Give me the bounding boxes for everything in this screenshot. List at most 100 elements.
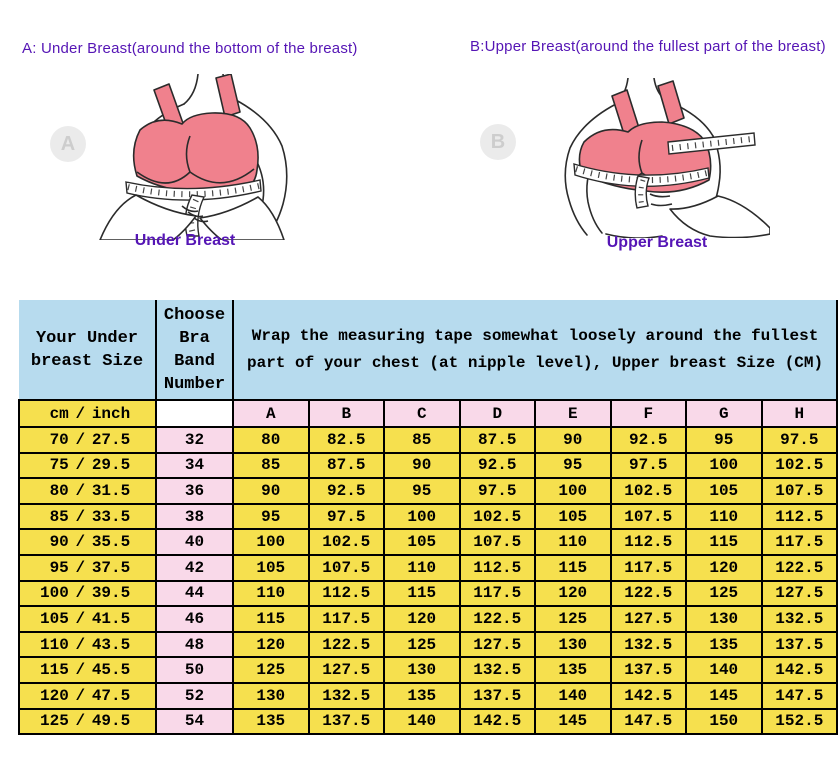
upper-breast-size-cell: 110	[383, 553, 461, 582]
upper-breast-size-cell: 115	[685, 528, 763, 556]
upper-breast-size-cell: 147.5	[609, 707, 687, 736]
upper-breast-size-cell: 145	[534, 707, 612, 736]
cup-column-header: B	[307, 399, 385, 428]
upper-breast-size-cell: 152.5	[760, 707, 838, 736]
upper-breast-size-cell: 125	[383, 630, 461, 659]
upper-breast-caption: Upper Breast	[606, 234, 708, 251]
upper-breast-size-cell: 102.5	[609, 477, 687, 505]
cup-column-header: D	[458, 399, 536, 428]
upper-breast-size-cell: 100	[232, 528, 310, 556]
upper-breast-size-cell: 137.5	[307, 707, 385, 736]
upper-breast-size-cell: 142.5	[458, 707, 536, 736]
upper-breast-size-cell: 127.5	[760, 579, 838, 608]
size-cm-value: 85	[49, 507, 69, 526]
table-row: 100 / 39.5 44 110 112.5 115 117.5 120 122.5 125 127…	[18, 579, 838, 608]
cup-column-header: G	[685, 399, 763, 428]
size-inch-value: 35.5	[91, 533, 131, 552]
size-cm-value: 120	[39, 686, 69, 705]
size-cm-value: 95	[49, 558, 69, 577]
upper-breast-size-cell: 117.5	[307, 605, 385, 633]
table-row: 105 / 41.5 46 115 117.5 120 122.5 125 127.5 130 132…	[18, 605, 838, 633]
size-separator: /	[75, 609, 86, 628]
band-number-cell: 48	[155, 630, 234, 659]
size-inch-value: 45.5	[91, 661, 131, 680]
upper-breast-size-cell: 142.5	[609, 681, 687, 710]
header-row: Your Under breast Size Choose Bra Band N…	[19, 300, 838, 401]
size-cm-value: 100	[39, 584, 69, 603]
size-separator: /	[75, 481, 86, 500]
upper-breast-size-cell: 90	[534, 426, 612, 454]
upper-breast-size-cell: 150	[685, 707, 763, 736]
size-separator: /	[75, 507, 86, 526]
upper-breast-size-cell: 132.5	[307, 681, 385, 710]
upper-breast-size-cell: 110	[232, 579, 310, 608]
size-inch-value: 49.5	[91, 712, 131, 731]
upper-breast-size-cell: 117.5	[760, 528, 838, 556]
underbreast-size-cell: 125 / 49.5	[18, 707, 157, 736]
upper-breast-size-cell: 102.5	[458, 502, 536, 531]
under-breast-illustration	[99, 74, 288, 240]
band-blank-cell	[155, 399, 234, 428]
upper-breast-size-cell: 97.5	[609, 451, 687, 480]
upper-breast-size-cell: 107.5	[609, 502, 687, 531]
upper-breast-size-cell: 125	[534, 605, 612, 633]
upper-breast-size-cell: 112.5	[307, 579, 385, 608]
upper-breast-size-cell: 87.5	[307, 451, 385, 480]
upper-breast-size-cell: 112.5	[760, 502, 838, 531]
unit-header-cell: cm / inch	[18, 399, 157, 428]
upper-breast-size-cell: 137.5	[760, 630, 838, 659]
underbreast-size-cell: 100 / 39.5	[18, 579, 157, 608]
upper-breast-size-cell: 95	[685, 426, 763, 454]
size-separator: /	[75, 686, 86, 705]
upper-breast-size-cell: 135	[232, 707, 310, 736]
upper-breast-size-cell: 117.5	[609, 553, 687, 582]
upper-breast-size-cell: 132.5	[458, 656, 536, 684]
size-inch-value: 37.5	[91, 558, 131, 577]
size-inch-value: 31.5	[91, 481, 131, 500]
size-chart-table: Your Under breast Size Choose Bra Band N…	[18, 300, 838, 736]
table-row: 75 / 29.5 34 85 87.5 90 92.5 95 97.5 100 102.5	[18, 451, 838, 480]
measuring-tape	[573, 132, 756, 209]
upper-breast-size-cell: 95	[383, 477, 461, 505]
size-inch-value: 29.5	[91, 456, 131, 475]
upper-breast-size-cell: 147.5	[760, 681, 838, 710]
upper-breast-size-cell: 130	[534, 630, 612, 659]
watermark-b-badge: B	[480, 124, 516, 160]
upper-breast-size-cell: 107.5	[458, 528, 536, 556]
table-row: 70 / 27.5 32 80 82.5 85 87.5 90 92.5 95 97.5	[18, 426, 838, 454]
underbreast-size-cell: 75 / 29.5	[18, 451, 157, 480]
upper-breast-instruction-header: Wrap the measuring tape somewhat loosely…	[231, 300, 838, 401]
size-cm-value: 110	[39, 635, 69, 654]
upper-breast-size-cell: 92.5	[609, 426, 687, 454]
size-table-body: 70/27.5 32 80 82.5 85 87.5 90 92.5 95 97.5 75/29.5…	[18, 426, 838, 736]
upper-breast-size-cell: 140	[685, 656, 763, 684]
upper-breast-size-cell: 85	[383, 426, 461, 454]
size-separator: /	[75, 635, 86, 654]
upper-breast-size-cell: 120	[685, 553, 763, 582]
band-number-cell: 42	[155, 553, 234, 582]
size-inch-value: 41.5	[91, 609, 131, 628]
upper-breast-size-cell: 137.5	[458, 681, 536, 710]
upper-breast-size-cell: 105	[232, 553, 310, 582]
upper-breast-size-cell: 100	[534, 477, 612, 505]
underbreast-size-cell: 95 / 37.5	[18, 553, 157, 582]
size-separator: /	[75, 712, 86, 731]
upper-breast-size-cell: 135	[534, 656, 612, 684]
table-row: 90 / 35.5 40 100 102.5 105 107.5 110 112.5 115 117.…	[18, 528, 838, 556]
upper-breast-size-cell: 97.5	[307, 502, 385, 531]
underbreast-size-cell: 90 / 35.5	[18, 528, 157, 556]
upper-breast-size-cell: 132.5	[609, 630, 687, 659]
under-breast-caption: Under Breast	[134, 232, 236, 249]
size-separator: /	[75, 430, 86, 449]
upper-breast-size-cell: 125	[232, 656, 310, 684]
hands	[99, 194, 285, 240]
watermark-a-badge: A	[50, 126, 86, 162]
underbreast-size-cell: 85 / 33.5	[18, 502, 157, 531]
upper-breast-size-cell: 92.5	[458, 451, 536, 480]
upper-breast-size-cell: 90	[232, 477, 310, 505]
band-number-cell: 40	[155, 528, 234, 556]
size-separator: /	[75, 661, 86, 680]
band-number-cell: 36	[155, 477, 234, 505]
unit-inch-label: inch	[91, 404, 131, 423]
